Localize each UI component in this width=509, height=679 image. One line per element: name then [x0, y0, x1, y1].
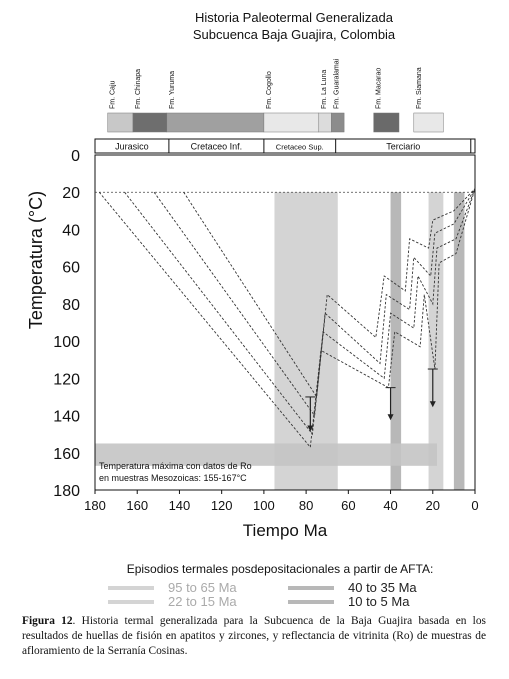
x-tick-label-9: 0	[471, 498, 478, 513]
y-tick-label-0: 0	[71, 148, 80, 165]
period-label-0: Jurasico	[115, 142, 149, 152]
formation-block-0	[107, 112, 134, 133]
legend-label-0: 95 to 65 Ma	[168, 580, 237, 595]
y-tick-label-6: 120	[53, 371, 80, 388]
max-temp-band-rect	[95, 443, 437, 466]
plot-border	[94, 154, 476, 491]
formation-block-3	[263, 112, 320, 133]
formation-label-6: Fm. Macarao	[376, 68, 383, 109]
burial-curves	[98, 188, 476, 449]
period-label-1: Cretaceo Inf.	[191, 142, 243, 152]
formation-block-5	[331, 112, 345, 133]
period-strip: Jurasico Cretaceo Inf. Cretaceo Sup. Tercia…	[94, 138, 476, 154]
chart-subtitle: Subcuenca Baja Guajira, Colombia	[193, 27, 396, 42]
x-tick-label-1: 160	[126, 498, 148, 513]
thermal-episode-band-0	[274, 192, 338, 490]
thermal-episode-band-3	[453, 192, 465, 490]
formation-label-5: Fm. Guaralamai	[333, 58, 340, 109]
burial-curve-3	[98, 188, 476, 449]
legend-label-3: 10 to 5 Ma	[348, 594, 410, 609]
formation-block-2	[166, 112, 265, 133]
y-tick-label-5: 100	[53, 334, 80, 351]
formation-block-6	[373, 112, 400, 133]
legend: 95 to 65 Ma 40 to 35 Ma 22 to 15 Ma 10 to 5…	[108, 580, 417, 609]
formation-label-4: Fm. La Luna	[321, 70, 328, 109]
afta-arrow-head-0	[307, 425, 314, 432]
legend-label-1: 40 to 35 Ma	[348, 580, 417, 595]
caption-label: Figura 12	[22, 615, 73, 627]
formation-block-4	[318, 112, 332, 133]
x-axis-label: Tiempo Ma	[243, 521, 328, 540]
x-tick-label-8: 20	[426, 498, 440, 513]
burial-curve-0	[183, 188, 476, 399]
formation-label-7: Fm. Siamana	[416, 67, 423, 109]
x-tick-label-4: 100	[253, 498, 275, 513]
period-strip-box	[94, 138, 476, 154]
burial-curve-1	[153, 188, 476, 417]
y-tick-label-9: 180	[53, 483, 80, 500]
x-tick-label-3: 120	[211, 498, 233, 513]
thermal-episode-band-1	[390, 192, 402, 490]
period-label-3: Terciario	[386, 142, 420, 152]
x-tick-label-0: 180	[84, 498, 106, 513]
x-tick-label-2: 140	[169, 498, 191, 513]
legend-label-2: 22 to 15 Ma	[168, 594, 237, 609]
afta-arrows	[305, 368, 438, 432]
annotation-line-2: en muestras Mesozoicas: 155-167°C	[99, 473, 247, 483]
paleothermal-chart: Jurasico Cretaceo Inf. Cretaceo Sup. Tercia…	[26, 10, 479, 609]
formation-label-1: Fm. Chinapa	[135, 69, 142, 109]
y-tick-label-4: 80	[62, 297, 80, 314]
x-tick-label-5: 80	[299, 498, 313, 513]
figure-caption: Figura 12. Historia termal generalizada …	[22, 614, 486, 659]
formation-strip: Fm. Caju Fm. Chinapa Fm. Yuruma Fm. Cogollo…	[107, 58, 444, 133]
y-tick-label-2: 40	[62, 222, 80, 239]
axes: 180 160 140 120 100 80 60 40 20 0 0 20 40 60 80 100 120 1…	[53, 148, 478, 513]
y-axis-label: Temperatura (°C)	[26, 191, 46, 329]
y-tick-label-3: 60	[62, 260, 80, 277]
chart-title: Historia Paleotermal Generalizada	[195, 10, 394, 25]
period-label-2: Cretaceo Sup.	[276, 143, 324, 152]
annotation-line-1: Temperatura máxima con datos de Ro	[99, 461, 252, 471]
formation-label-3: Fm. Cogollo	[266, 71, 273, 109]
thermal-episode-bands	[274, 192, 465, 490]
formation-label-2: Fm. Yuruma	[169, 71, 176, 109]
formation-label-0: Fm. Caju	[110, 81, 117, 110]
caption-text: . Historia termal generalizada para la S…	[22, 615, 486, 657]
y-tick-label-7: 140	[53, 409, 80, 426]
formation-block-7	[413, 112, 444, 133]
plot-frame	[94, 154, 476, 491]
afta-arrow-head-1	[387, 414, 394, 421]
x-tick-label-7: 40	[383, 498, 397, 513]
afta-arrow-head-2	[429, 401, 436, 408]
x-tick-label-6: 60	[341, 498, 355, 513]
formation-block-1	[132, 112, 168, 133]
y-tick-label-8: 160	[53, 446, 80, 463]
y-tick-label-1: 20	[62, 185, 80, 202]
legend-title: Episodios termales posdepositacionales a…	[127, 562, 434, 576]
max-temperature-band	[95, 443, 437, 466]
